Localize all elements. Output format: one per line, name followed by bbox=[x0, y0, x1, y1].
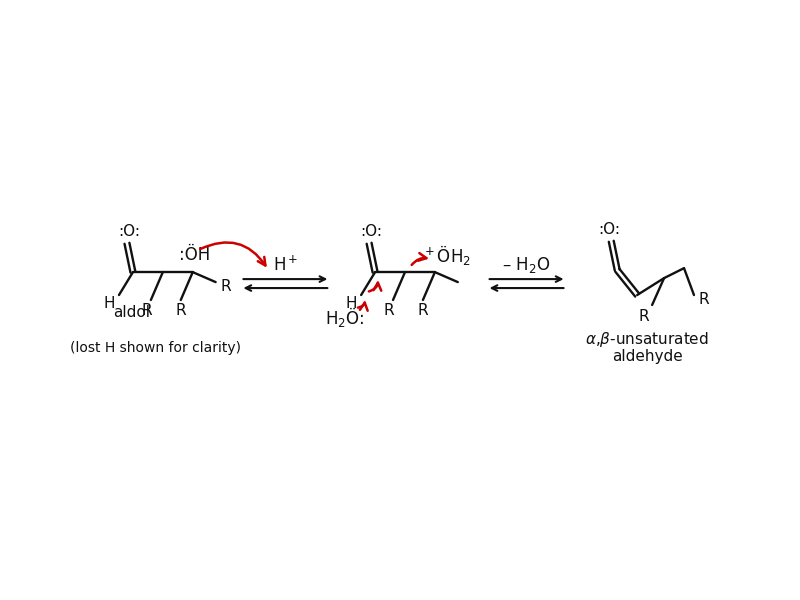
Text: $^+$ÖH$_2$: $^+$ÖH$_2$ bbox=[422, 243, 471, 267]
Text: :O:: :O: bbox=[598, 222, 620, 237]
Text: R: R bbox=[639, 310, 650, 325]
Text: R: R bbox=[384, 304, 394, 319]
Text: :ÖH: :ÖH bbox=[179, 246, 210, 264]
Text: R: R bbox=[220, 278, 231, 293]
Text: R: R bbox=[175, 304, 186, 319]
Text: aldehyde: aldehyde bbox=[612, 349, 682, 364]
Text: H$_2$Ö:: H$_2$Ö: bbox=[326, 305, 365, 329]
Text: :O:: :O: bbox=[118, 224, 140, 239]
Text: R: R bbox=[418, 304, 428, 319]
Text: $\alpha$,$\beta$-unsaturated: $\alpha$,$\beta$-unsaturated bbox=[586, 331, 709, 349]
Text: (lost H shown for clarity): (lost H shown for clarity) bbox=[70, 341, 242, 355]
Text: – H$_2$O: – H$_2$O bbox=[502, 255, 550, 275]
Text: R: R bbox=[142, 304, 152, 319]
Text: R: R bbox=[698, 292, 710, 307]
Text: H$^+$: H$^+$ bbox=[273, 256, 298, 275]
Text: H: H bbox=[103, 296, 114, 311]
Text: H: H bbox=[346, 296, 357, 311]
Text: :O:: :O: bbox=[360, 224, 382, 239]
Text: aldol: aldol bbox=[113, 305, 150, 320]
